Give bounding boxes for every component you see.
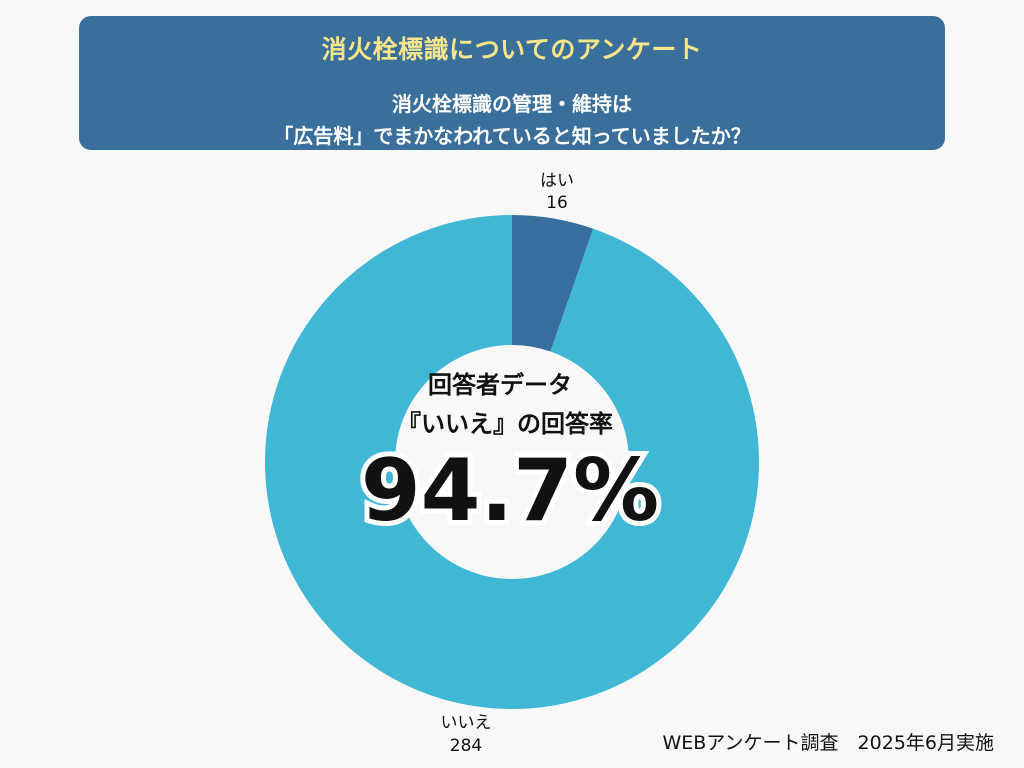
slice-label-no: いいえ <box>441 713 492 733</box>
center-label-line2: 『いいえ』の回答率 <box>397 410 613 438</box>
donut-slices <box>264 215 759 709</box>
slice-label-yes: はい <box>540 171 574 191</box>
slice-no <box>264 215 759 709</box>
center-percent: 94.7% <box>361 441 659 541</box>
slice-value-no: 284 <box>450 736 482 756</box>
question-line-1: 消火栓標識の管理・維持は <box>392 92 632 116</box>
center-label-line1: 回答者データ <box>428 371 572 399</box>
survey-title: 消火栓標識についてのアンケート <box>321 35 703 64</box>
survey-header: 消火栓標識についてのアンケート 消火栓標識の管理・維持は 「広告料」でまかなわれ… <box>79 16 945 150</box>
slice-yes <box>512 215 594 352</box>
survey-footnote: WEBアンケート調査 2025年6月実施 <box>662 732 994 754</box>
question-line-2: 「広告料」でまかなわれていると知っていましたか？ <box>273 124 751 148</box>
slice-value-yes: 16 <box>546 193 568 213</box>
